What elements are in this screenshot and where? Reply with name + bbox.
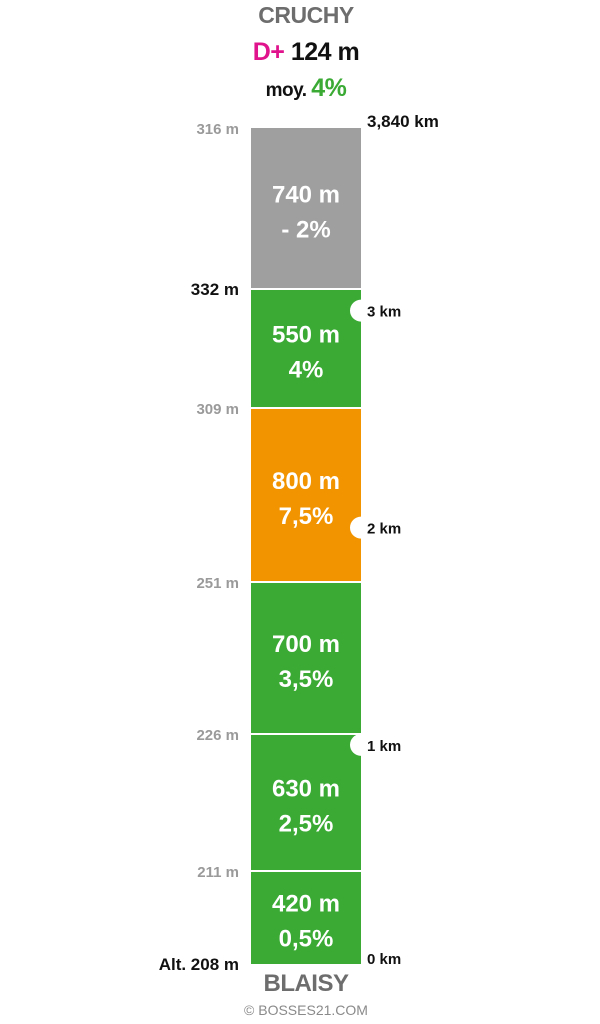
segment-3: 700 m 3,5% (251, 582, 361, 734)
segment-6: 740 m - 2% (251, 128, 361, 289)
segment-1: 420 m 0,5% (251, 871, 361, 964)
segment-grade: 3,5% (279, 666, 334, 693)
segment-bar (251, 128, 361, 289)
average-grade: moy. 4% (0, 74, 600, 103)
start-name: BLAISY (263, 970, 349, 997)
segment-bar (251, 871, 361, 964)
km-label: 0 km (367, 951, 401, 968)
altitude-label: 251 m (196, 575, 239, 592)
altitude-label: 316 m (196, 121, 239, 138)
segment-bar (251, 734, 361, 871)
elevation-gain-prefix: D+ (252, 38, 285, 66)
km-label: 1 km (367, 738, 401, 755)
segment-distance: 740 m (272, 182, 340, 209)
altitude-label: 211 m (197, 864, 239, 881)
altitude-label: 309 m (196, 401, 239, 418)
km-label: 2 km (367, 521, 401, 538)
segment-2: 630 m 2,5% (251, 734, 361, 871)
segment-grade: 4% (289, 357, 324, 384)
segment-bar (251, 582, 361, 734)
segment-distance: 550 m (272, 322, 340, 349)
segment-distance: 630 m (272, 776, 340, 803)
altitude-label: Alt. 208 m (159, 955, 239, 974)
segment-grade: 7,5% (279, 503, 334, 530)
copyright-notice: © BOSSES21.COM (244, 1002, 368, 1018)
km-notch (350, 733, 372, 756)
average-grade-value: 4% (311, 74, 347, 102)
segment-grade: - 2% (281, 217, 330, 244)
altitude-label: 226 m (196, 727, 239, 744)
segment-5: 550 m 4% (251, 289, 361, 408)
summit-name: CRUCHY (258, 2, 354, 28)
km-notch (350, 516, 372, 539)
segment-grade: 0,5% (279, 926, 334, 953)
segment-bar (251, 289, 361, 408)
segment-grade: 2,5% (279, 811, 334, 838)
segment-distance: 800 m (272, 468, 340, 495)
km-label: 3 km (367, 304, 401, 321)
altitude-label: 332 m (191, 280, 239, 299)
elevation-gain-value: 124 m (290, 38, 360, 66)
segment-4: 800 m 7,5% (251, 408, 361, 582)
elevation-gain: D+ 124 m (0, 38, 600, 67)
average-grade-prefix: moy. (265, 80, 307, 101)
segment-bar (251, 408, 361, 582)
km-notch (350, 299, 372, 322)
segment-distance: 700 m (272, 631, 340, 658)
segment-distance: 420 m (272, 891, 340, 918)
km-label: 3,840 km (367, 112, 439, 131)
